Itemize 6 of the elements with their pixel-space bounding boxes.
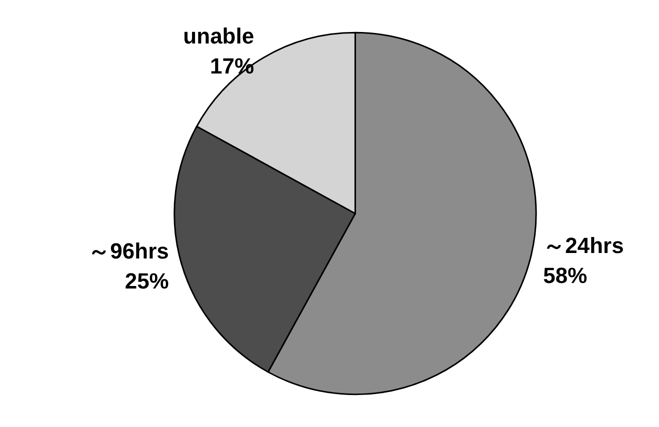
slice-label: unable	[183, 23, 254, 48]
data-label: 25%	[124, 268, 169, 294]
slice-label: ～96hrs	[88, 238, 169, 264]
data-label: 58%	[543, 262, 588, 288]
slice-label: ～24hrs	[543, 232, 624, 258]
data-label: 17%	[210, 53, 254, 78]
